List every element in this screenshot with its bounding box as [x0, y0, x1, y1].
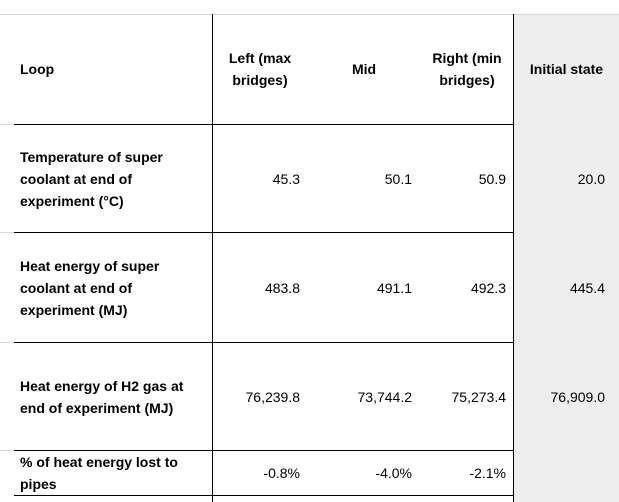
header-initial-state[interactable]: Initial state [529, 61, 604, 77]
cell-h2-energy-initial[interactable]: 76,909.0 [550, 388, 606, 405]
cell-percent-lost-right[interactable]: -2.1% [469, 465, 506, 481]
cell-h2-energy-left[interactable]: 76,239.8 [245, 388, 301, 405]
initial-state-column-shading [514, 14, 619, 502]
cell-coolant-energy-initial[interactable]: 445.4 [569, 279, 605, 296]
cell-coolant-energy-right[interactable]: 492.3 [470, 279, 506, 296]
cell-temperature-initial[interactable]: 20.0 [577, 170, 605, 187]
gridline [0, 232, 14, 233]
cell-temperature-right[interactable]: 50.9 [478, 170, 506, 187]
cell-coolant-energy-left[interactable]: 483.8 [264, 279, 300, 296]
header-loop[interactable]: Loop [20, 61, 55, 77]
cell-h2-energy-mid[interactable]: 73,744.2 [357, 388, 413, 405]
column-border [212, 14, 213, 502]
cell-percent-lost-left[interactable]: -0.8% [263, 465, 300, 481]
gridline [0, 450, 14, 451]
gridline [0, 342, 14, 343]
row-label-percent-lost[interactable]: % of heat energy lost to pipes [20, 454, 178, 492]
cell-h2-energy-right[interactable]: 75,273.4 [451, 388, 507, 405]
cell-percent-lost-mid[interactable]: -4.0% [375, 465, 412, 481]
row-border [14, 495, 514, 496]
row-label-heat-energy-coolant[interactable]: Heat energy of super coolant at end of e… [20, 257, 160, 318]
cell-temperature-left[interactable]: 45.3 [272, 170, 300, 187]
row-border [14, 124, 514, 125]
row-border [14, 342, 514, 343]
column-border [513, 14, 514, 502]
cell-coolant-energy-mid[interactable]: 491.1 [376, 279, 412, 296]
row-border [14, 450, 514, 451]
row-label-heat-energy-h2[interactable]: Heat energy of H2 gas at end of experime… [20, 377, 184, 416]
header-left-max-bridges[interactable]: Left (max bridges) [228, 50, 292, 88]
row-border [14, 232, 514, 233]
gridline [0, 124, 14, 125]
header-mid[interactable]: Mid [351, 61, 377, 77]
row-label-temperature[interactable]: Temperature of super coolant at end of e… [20, 148, 163, 209]
cell-temperature-mid[interactable]: 50.1 [384, 170, 412, 187]
gridline [0, 14, 619, 15]
header-right-min-bridges[interactable]: Right (min bridges) [432, 50, 502, 88]
cell-percent-lost-initial[interactable] [514, 451, 619, 495]
